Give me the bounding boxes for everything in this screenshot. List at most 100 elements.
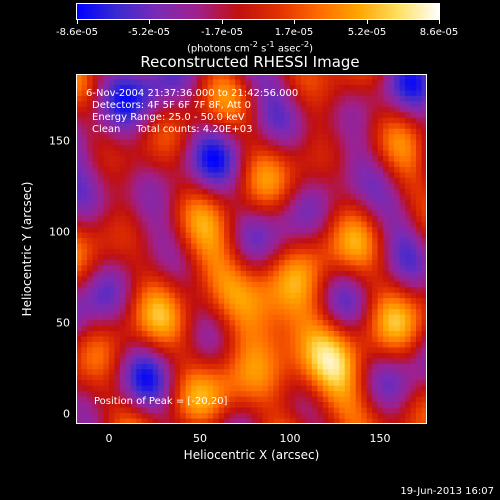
- heatmap-cell: [76, 106, 83, 113]
- heatmap-cell: [114, 156, 121, 163]
- heatmap-cell: [152, 292, 159, 299]
- heatmap-cell: [213, 156, 220, 163]
- heatmap-cell: [333, 166, 340, 174]
- heatmap-cell: [416, 385, 423, 392]
- heatmap-cell: [262, 134, 269, 141]
- heatmap-cell: [174, 413, 181, 420]
- heatmap-cell: [218, 341, 225, 349]
- heatmap-cell: [86, 249, 94, 256]
- heatmap-cell: [366, 205, 373, 212]
- heatmap-cell: [125, 117, 132, 124]
- heatmap-cell: [361, 298, 368, 305]
- heatmap-cell: [421, 276, 427, 283]
- heatmap-cell: [103, 369, 110, 376]
- heatmap-cell: [421, 347, 427, 354]
- heatmap-cell: [174, 309, 181, 316]
- heatmap-cell: [224, 249, 231, 256]
- heatmap-cell: [306, 74, 313, 81]
- heatmap-cell: [333, 177, 340, 184]
- heatmap-cell: [262, 325, 269, 332]
- heatmap-cell: [97, 292, 105, 299]
- heatmap-cell: [366, 117, 373, 124]
- heatmap-cell: [366, 254, 373, 261]
- heatmap-cell: [246, 303, 253, 310]
- heatmap-cell: [405, 281, 412, 288]
- heatmap-cell: [328, 238, 335, 245]
- heatmap-cell: [317, 177, 324, 184]
- heatmap-cell: [136, 298, 143, 305]
- heatmap-cell: [311, 238, 318, 245]
- heatmap-cell: [185, 188, 192, 195]
- heatmap-cell: [394, 106, 401, 113]
- heatmap-cell: [300, 123, 307, 130]
- heatmap-cell: [399, 298, 406, 305]
- heatmap-cell: [361, 128, 368, 135]
- heatmap-cell: [108, 320, 115, 327]
- heatmap-cell: [86, 418, 94, 424]
- heatmap-cell: [388, 374, 395, 381]
- heatmap-cell: [229, 358, 236, 365]
- heatmap-cell: [361, 79, 368, 86]
- heatmap-cell: [256, 396, 264, 403]
- heatmap-cell: [97, 270, 105, 277]
- heatmap-cell: [174, 396, 181, 403]
- heatmap-cell: [163, 227, 170, 234]
- heatmap-cell: [202, 298, 209, 305]
- heatmap-cell: [405, 320, 412, 327]
- heatmap-cell: [262, 281, 269, 288]
- heatmap-cell: [350, 74, 357, 81]
- heatmap-cell: [366, 276, 373, 283]
- heatmap-cell: [218, 194, 225, 201]
- heatmap-cell: [224, 166, 231, 174]
- heatmap-cell: [311, 194, 318, 201]
- heatmap-cell: [300, 380, 307, 387]
- heatmap-cell: [246, 139, 253, 146]
- heatmap-cell: [317, 128, 324, 135]
- heatmap-cell: [256, 341, 264, 349]
- heatmap-cell: [267, 369, 275, 376]
- heatmap-cell: [284, 139, 291, 146]
- heatmap-cell: [76, 145, 83, 152]
- heatmap-cell: [311, 396, 318, 403]
- heatmap-cell: [333, 281, 340, 288]
- heatmap-cell: [240, 391, 247, 398]
- heatmap-cell: [202, 243, 209, 250]
- heatmap-cell: [262, 265, 269, 272]
- heatmap-cell: [333, 287, 340, 294]
- heatmap-cell: [240, 325, 247, 332]
- heatmap-cell: [317, 265, 324, 272]
- heatmap-cell: [251, 95, 258, 102]
- heatmap-cell: [147, 134, 154, 141]
- heatmap-cell: [256, 177, 264, 184]
- heatmap-cell: [273, 352, 280, 359]
- heatmap-cell: [328, 336, 335, 343]
- heatmap-cell: [207, 183, 214, 190]
- heatmap-cell: [163, 363, 170, 370]
- heatmap-cell: [97, 314, 105, 321]
- heatmap-cell: [273, 314, 280, 321]
- heatmap-cell: [76, 183, 83, 190]
- heatmap-cell: [229, 259, 236, 267]
- heatmap-cell: [158, 90, 165, 97]
- heatmap-cell: [410, 265, 417, 272]
- heatmap-cell: [125, 402, 132, 409]
- heatmap-cell: [405, 402, 412, 409]
- heatmap-cell: [416, 194, 423, 201]
- heatmap-cell: [361, 84, 368, 92]
- heatmap-cell: [108, 210, 115, 217]
- heatmap-cell: [180, 385, 187, 392]
- heatmap-cell: [399, 391, 406, 398]
- heatmap-cell: [163, 369, 170, 376]
- heatmap-cell: [213, 84, 220, 92]
- heatmap-cell: [108, 172, 115, 179]
- heatmap-cell: [218, 123, 225, 130]
- heatmap-cell: [180, 128, 187, 135]
- heatmap-cell: [311, 221, 318, 228]
- heatmap-cell: [405, 418, 412, 424]
- heatmap-cell: [163, 331, 170, 338]
- heatmap-cell: [377, 205, 384, 212]
- heatmap-cell: [235, 166, 242, 174]
- heatmap-cell: [147, 413, 154, 420]
- heatmap-cell: [130, 385, 137, 392]
- heatmap-cell: [344, 177, 351, 184]
